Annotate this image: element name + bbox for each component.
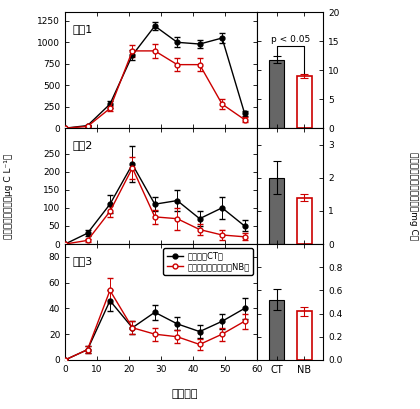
Bar <box>269 60 284 128</box>
Text: 経過日数: 経過日数 <box>171 389 198 399</box>
Bar <box>269 178 284 244</box>
Text: 実验3: 実验3 <box>73 256 93 265</box>
Bar <box>297 311 312 360</box>
Text: 実验2: 実验2 <box>73 140 93 150</box>
Bar <box>297 76 312 128</box>
Text: 積算溶存メタン排出量（mg C）: 積算溶存メタン排出量（mg C） <box>409 152 418 240</box>
Bar <box>297 198 312 244</box>
Text: p < 0.05: p < 0.05 <box>271 35 310 44</box>
Legend: 対照水（CT）, 酸素ナノバブル水（NB）: 対照水（CT）, 酸素ナノバブル水（NB） <box>163 248 253 274</box>
Text: 溶存メタン濃度（μg C L⁻¹）: 溶存メタン濃度（μg C L⁻¹） <box>4 154 13 239</box>
Text: 実验1: 実验1 <box>73 24 93 34</box>
Bar <box>269 300 284 360</box>
